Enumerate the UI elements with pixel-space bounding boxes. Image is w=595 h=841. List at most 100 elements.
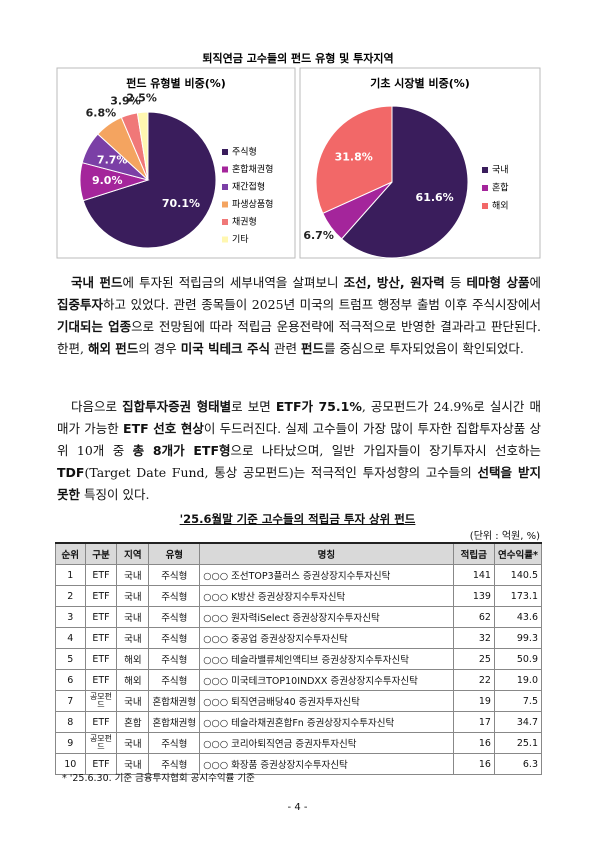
table-cell: 주식형	[148, 669, 201, 691]
table-cell: 62	[452, 606, 495, 628]
table-unit: (단위 : 억원, %)	[469, 531, 540, 542]
table-cell: 22	[452, 669, 495, 691]
text-run: ETF가 75.1%	[275, 399, 362, 414]
text-run: 특징이 있다.	[80, 487, 150, 502]
text-run: 에	[529, 275, 541, 290]
table-cell: ETF	[84, 669, 118, 691]
table-cell: 50.9	[493, 648, 543, 670]
table-row: 6 ETF 해외 주식형 ○○○ 미국테크TOP10INDXX 증권상장지수투자신탁 22…	[55, 669, 543, 691]
text-run: 의 경우	[138, 341, 181, 356]
slice-label: 6.7%	[303, 229, 334, 242]
figure: 퇴직연금 고수들의 펀드 유형 및 투자지역 펀드 유형별 비중(%) 70.1%…	[56, 51, 541, 259]
table-row: 9 공모펀드 국내 주식형 ○○○ 코리아퇴직연금 증권자투자신탁 16 25.1	[55, 732, 543, 754]
table-cell: ○○○ K방산 증권상장지수투자신탁	[199, 585, 454, 607]
table-row: 10 ETF 국내 주식형 ○○○ 화장품 증권상장지수투자신탁 16 6.3	[55, 753, 543, 775]
table-cell: 43.6	[493, 606, 543, 628]
slice-label: 31.8%	[335, 150, 373, 163]
legend-label: 해외	[492, 200, 509, 212]
table-cell: 99.3	[493, 627, 543, 649]
text-run: 기대되는 업종	[57, 319, 132, 334]
table-cell: 주식형	[148, 648, 201, 670]
pie-slice	[315, 105, 393, 215]
text-run: ETF 선호 현상	[123, 421, 204, 436]
table-cell: 25.1	[493, 732, 543, 754]
fund-table: 순위 구분 지역 유형 명칭 적립금 연수익률* 1 ETF 국내 주식형 ○○○ 조선TOP3플러스…	[55, 542, 543, 775]
chart-title: 기초 시장별 비중(%)	[370, 76, 470, 90]
text-run: (Target Date Fund, 통상 공모펀드)는 적극적인 투자성향의 …	[84, 465, 478, 480]
table-cell: 5	[55, 648, 86, 670]
table-row: 1 ETF 국내 주식형 ○○○ 조선TOP3플러스 증권상장지수투자신탁 141 140.…	[55, 564, 543, 586]
legend-label: 채권형	[232, 216, 257, 228]
text-run: 관련	[269, 341, 301, 356]
header-cell: 구분	[84, 542, 118, 565]
table-cell: 140.5	[493, 564, 543, 586]
paragraph: 다음으로 집합투자증권 형태별로 보면 ETF가 75.1%, 공모펀드가 24…	[57, 396, 541, 506]
table-cell: 7	[55, 690, 86, 712]
text-run: 집합투자증권 형태별	[122, 399, 232, 414]
table-cell: 혼합	[116, 711, 150, 733]
text-run: 으로 전망됨에 따라 적립금 운용전략에 적극적으로 반영한 결과라고 판단된다…	[57, 319, 541, 356]
table-cell: 32	[452, 627, 495, 649]
text-run: 으로 나타났으며, 일반 가입자들이 장기투자시 선호하는	[230, 443, 542, 458]
chart-frame	[299, 67, 541, 259]
table-cell: 139	[452, 585, 495, 607]
legend-label: 국내	[492, 165, 509, 176]
table-cell: 주식형	[148, 585, 201, 607]
table-cell: 6.3	[493, 753, 543, 775]
table-cell: 1	[55, 564, 86, 586]
table-cell: ○○○ 코리아퇴직연금 증권자투자신탁	[199, 732, 454, 754]
table-cell: 주식형	[148, 564, 201, 586]
chart-frame	[56, 67, 296, 259]
table-cell: 혼합채권형	[148, 690, 201, 712]
table-cell: 국내	[116, 753, 150, 775]
table-cell: ○○○ 테슬라채권혼합Fn 증권상장지수투자신탁	[199, 711, 454, 733]
table-cell: ETF	[84, 585, 118, 607]
table-cell: ○○○ 테슬라밸류체인액티브 증권상장지수투자신탁	[199, 648, 454, 670]
table-cell: ETF	[84, 606, 118, 628]
slice-label: 6.8%	[86, 106, 117, 119]
pie-slice	[340, 105, 469, 259]
table-cell: 2	[55, 585, 86, 607]
text-run: 총 8개가 ETF형	[132, 443, 231, 458]
table-cell: ○○○ 조선TOP3플러스 증권상장지수투자신탁	[199, 564, 454, 586]
table-cell: ETF	[84, 648, 118, 670]
text-run: 선택을 받지 못한	[57, 465, 542, 502]
table-cell: 국내	[116, 690, 150, 712]
text-run: 이 두드러진다. 실제 고수들이 가장 많이 투자한 집합투자상품 상위 10개…	[57, 421, 541, 458]
legend-swatch	[222, 236, 228, 243]
text-run: , 공모펀드가 24.9%로 실시간 매매가 가능한	[57, 399, 541, 436]
table-cell: 25	[452, 648, 495, 670]
legend-swatch	[482, 167, 488, 173]
table-cell: 19.0	[493, 669, 543, 691]
pie-slice	[136, 111, 149, 181]
header-cell: 순위	[55, 542, 86, 565]
table-cell: 해외	[116, 669, 150, 691]
table-row: 7 공모펀드 국내 혼합채권형 ○○○ 퇴직연금배당40 증권자투자신탁 19 7.5	[55, 690, 543, 712]
table-title: '25.6월말 기준 고수들의 적립금 투자 상위 펀드	[179, 512, 416, 526]
chart-title: 펀드 유형별 비중(%)	[126, 76, 226, 90]
table-cell: 141	[452, 564, 495, 586]
legend-label: 혼합	[492, 182, 509, 194]
table-cell: 국내	[116, 606, 150, 628]
table-cell: 국내	[116, 627, 150, 649]
footnote: * '25.6.30. 기준 금융투자협회 공시수익률 기준	[62, 773, 255, 784]
table-row: 8 ETF 혼합 혼합채권형 ○○○ 테슬라채권혼합Fn 증권상장지수투자신탁 17 34.…	[55, 711, 543, 733]
table-cell: 7.5	[493, 690, 543, 712]
table-cell: 혼합채권형	[148, 711, 201, 733]
table-cell: 국내	[116, 585, 150, 607]
table-cell: ETF	[84, 564, 118, 586]
slice-label: 61.6%	[416, 191, 454, 204]
slice-label: 70.1%	[162, 197, 200, 210]
text-run: 다음으로	[71, 399, 123, 414]
text-run: 에 투자된 적립금의 세부내역을 살펴보니	[122, 275, 344, 290]
text-run: 국내 펀드	[71, 275, 123, 290]
legend-swatch	[222, 184, 228, 190]
legend-swatch	[222, 166, 228, 173]
legend-label: 파생상품형	[232, 199, 273, 210]
table-cell: 해외	[116, 648, 150, 670]
text-run: 등	[444, 275, 467, 290]
header-cell: 유형	[148, 542, 201, 565]
legend-label: 기타	[232, 234, 249, 245]
text-run: 조선, 방산, 원자력	[343, 275, 445, 290]
text-run: TDF	[57, 465, 85, 480]
